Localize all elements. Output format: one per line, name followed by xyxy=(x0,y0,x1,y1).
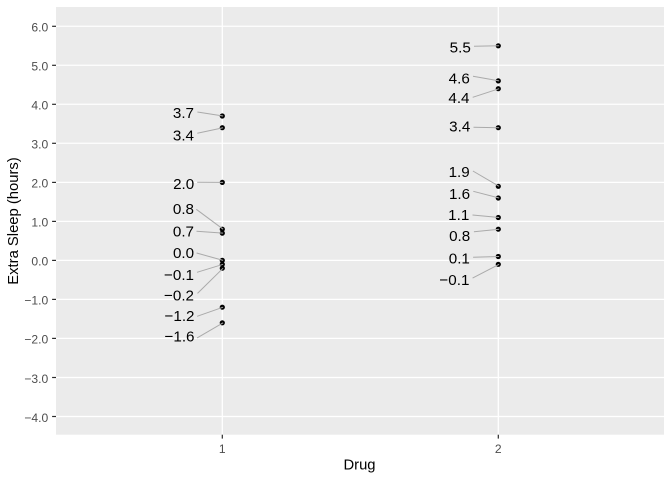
svg-text:0.1: 0.1 xyxy=(449,251,470,268)
svg-text:−1.2: −1.2 xyxy=(165,308,195,325)
svg-text:−1.6: −1.6 xyxy=(165,329,195,346)
svg-text:2.0: 2.0 xyxy=(31,177,48,191)
svg-text:3.4: 3.4 xyxy=(449,119,470,136)
svg-text:1.1: 1.1 xyxy=(448,207,469,224)
svg-text:−0.1: −0.1 xyxy=(439,272,469,289)
svg-text:5.0: 5.0 xyxy=(31,60,48,74)
svg-text:4.0: 4.0 xyxy=(31,99,48,113)
svg-text:−0.2: −0.2 xyxy=(164,288,194,305)
svg-text:6.0: 6.0 xyxy=(31,21,48,35)
svg-text:1: 1 xyxy=(219,442,226,456)
svg-text:−4.0: −4.0 xyxy=(24,411,48,425)
svg-text:0.8: 0.8 xyxy=(173,201,194,218)
svg-text:−2.0: −2.0 xyxy=(24,333,48,347)
svg-text:4.6: 4.6 xyxy=(449,71,470,88)
svg-text:3.4: 3.4 xyxy=(173,128,194,145)
svg-text:1.9: 1.9 xyxy=(449,164,470,181)
svg-text:2: 2 xyxy=(495,442,502,456)
svg-text:0.7: 0.7 xyxy=(173,223,194,240)
svg-text:1.6: 1.6 xyxy=(449,186,470,203)
svg-text:Extra Sleep (hours): Extra Sleep (hours) xyxy=(6,157,22,285)
svg-text:−1.0: −1.0 xyxy=(24,294,48,308)
svg-text:0.0: 0.0 xyxy=(173,245,194,262)
svg-text:0.8: 0.8 xyxy=(449,228,470,245)
svg-text:−0.1: −0.1 xyxy=(164,267,194,284)
svg-text:3.7: 3.7 xyxy=(173,105,194,122)
svg-text:3.0: 3.0 xyxy=(31,138,48,152)
svg-text:4.4: 4.4 xyxy=(448,90,469,107)
svg-text:2.0: 2.0 xyxy=(173,176,194,193)
svg-text:5.5: 5.5 xyxy=(450,40,471,57)
svg-text:0.0: 0.0 xyxy=(31,255,48,269)
svg-text:−3.0: −3.0 xyxy=(24,372,48,386)
svg-text:1.0: 1.0 xyxy=(31,216,48,230)
svg-text:Drug: Drug xyxy=(343,458,375,474)
